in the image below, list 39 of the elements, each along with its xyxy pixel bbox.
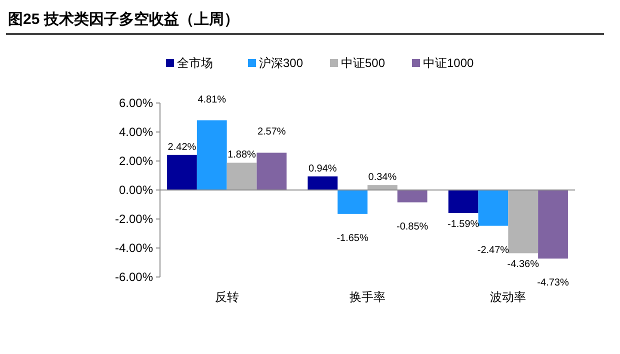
- y-tick-label: 2.00%: [118, 154, 154, 168]
- legend-label: 全市场: [177, 56, 213, 70]
- bar: [308, 176, 338, 190]
- y-tick-label: -6.00%: [114, 270, 154, 284]
- legend-label: 中证500: [341, 56, 386, 70]
- legend-label: 中证1000: [423, 56, 474, 70]
- data-label: -1.65%: [336, 232, 368, 244]
- data-label: -4.36%: [507, 259, 540, 270]
- data-label: 1.88%: [228, 150, 256, 161]
- bar: [226, 162, 257, 190]
- data-label: 2.57%: [257, 126, 286, 138]
- bar: [397, 190, 428, 202]
- bar: [256, 152, 287, 190]
- data-label: -2.47%: [477, 244, 510, 256]
- bar: [478, 190, 508, 226]
- x-tick-label: 反转: [214, 290, 239, 304]
- y-tick-label: 6.00%: [118, 96, 154, 110]
- y-tick-label: 4.00%: [118, 125, 154, 139]
- chart-title: 图25 技术类因子多空收益（上周）: [8, 10, 239, 28]
- y-tick-label: -2.00%: [114, 212, 154, 226]
- bar: [196, 120, 227, 190]
- bar: [538, 190, 568, 259]
- data-label: -0.85%: [396, 221, 428, 232]
- data-label: 2.42%: [168, 142, 196, 153]
- bar: [508, 190, 538, 254]
- data-label: -1.59%: [447, 219, 480, 230]
- data-label: 0.34%: [368, 172, 397, 184]
- bar: [167, 154, 197, 190]
- y-tick-label: 0.00%: [118, 183, 154, 197]
- data-label: 0.94%: [308, 163, 337, 174]
- legend-label: 沪深300: [259, 56, 304, 70]
- x-tick-label: 换手率: [350, 290, 386, 304]
- bar: [448, 190, 478, 214]
- data-label: -4.73%: [537, 278, 569, 289]
- bar: [338, 190, 368, 214]
- x-tick-label: 波动率: [490, 290, 526, 304]
- y-tick-label: -4.00%: [114, 241, 154, 255]
- bar: [368, 185, 398, 190]
- data-label: 4.81%: [198, 94, 226, 106]
